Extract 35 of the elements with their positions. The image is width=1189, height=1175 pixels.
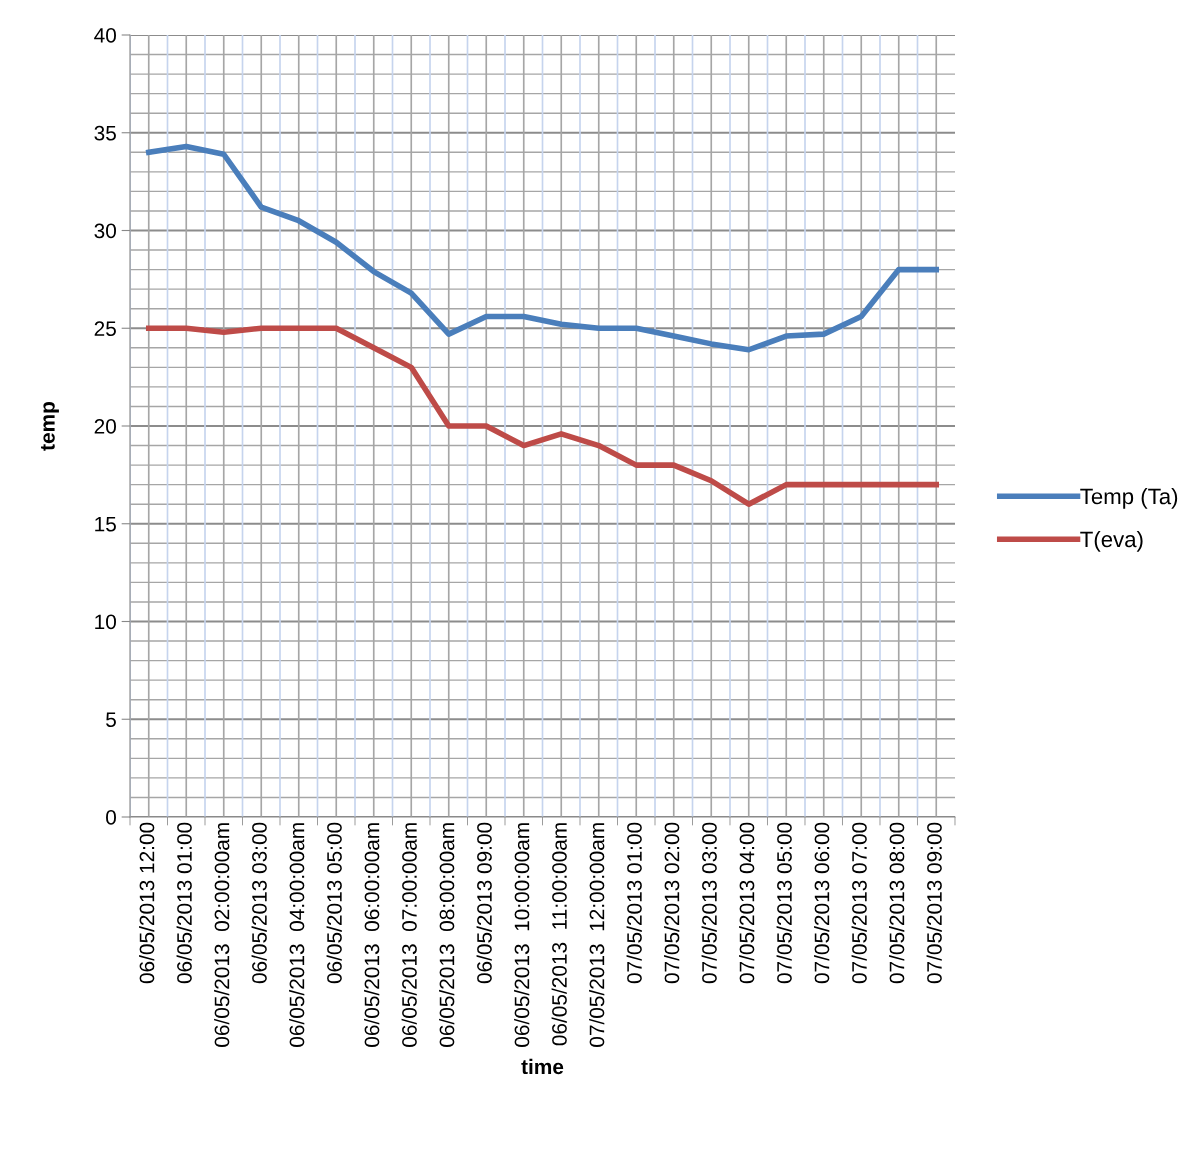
x-tick-label: 06/05/2013 05:00 xyxy=(326,822,342,984)
y-tick-label: 25 xyxy=(94,321,116,336)
x-tick-label: 07/05/2013 05:00 xyxy=(776,822,792,984)
x-tick-label: 07/05/2013 03:00 xyxy=(701,822,717,984)
y-tick-label: 20 xyxy=(94,419,116,434)
legend-label: Temp (Ta) xyxy=(1080,488,1178,509)
x-tick-label: 06/05/2013 06:00:00am xyxy=(364,823,380,1047)
x-tick-label: 06/05/2013 08:00:00am xyxy=(439,823,455,1047)
y-tick-label: 15 xyxy=(95,516,116,532)
x-tick-label: 07/05/2013 02:00 xyxy=(664,822,680,984)
x-tick-label: 07/05/2013 12:00:00am xyxy=(589,823,605,1047)
y-tick-label: 30 xyxy=(94,223,116,239)
legend-label: T(eva) xyxy=(1080,530,1143,552)
x-tick-label: 06/05/2013 04:00:00am xyxy=(289,823,305,1047)
x-tick-label: 07/05/2013 08:00 xyxy=(889,822,905,984)
x-tick-label: 06/05/2013 10:00:00am xyxy=(514,823,530,1047)
x-axis-title: time xyxy=(521,1058,564,1075)
x-tick-label: 07/05/2013 04:00 xyxy=(739,822,755,984)
x-tick-label: 07/05/2013 01:00 xyxy=(626,822,642,984)
y-tick-label: 40 xyxy=(94,28,116,43)
x-tick-label: 06/05/2013 12:00 xyxy=(139,822,155,984)
y-tick-label: 10 xyxy=(95,614,116,630)
y-tick-label: 35 xyxy=(94,125,116,141)
y-tick-label: 0 xyxy=(106,810,116,825)
x-tick-label: 06/05/2013 01:00 xyxy=(176,822,192,984)
x-tick-label: 06/05/2013 03:00 xyxy=(251,822,267,984)
x-tick-label: 06/05/2013 09:00 xyxy=(476,822,492,984)
x-tick-label: 07/05/2013 07:00 xyxy=(851,822,867,984)
y-tick-label: 5 xyxy=(106,712,116,727)
x-tick-label: 06/05/2013 11:00:00am xyxy=(551,823,567,1046)
x-tick-label: 06/05/2013 02:00:00am xyxy=(214,823,230,1047)
x-tick-label: 07/05/2013 09:00 xyxy=(926,822,942,984)
y-axis-title: temp xyxy=(41,401,59,451)
x-tick-label: 07/05/2013 06:00 xyxy=(814,822,830,984)
x-tick-label: 06/05/2013 07:00:00am xyxy=(401,823,417,1047)
